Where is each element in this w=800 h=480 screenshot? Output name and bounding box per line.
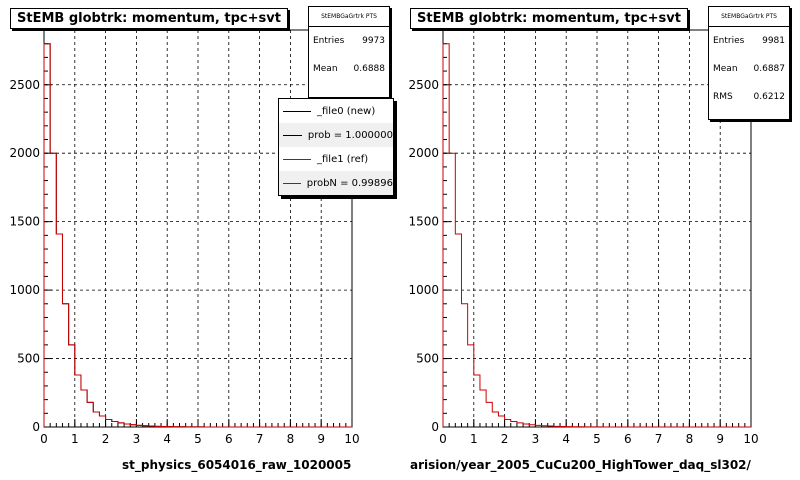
legend-label: probN = 0.99896 (306, 177, 393, 189)
right-entries-value: 9981 (762, 36, 785, 46)
right-chart-title: StEMB globtrk: momentum, tpc+svt (410, 8, 688, 29)
x-tick-label: 0 (40, 432, 48, 446)
x-tick-label: 9 (716, 432, 724, 446)
legend-label: _file1 (ref) (317, 153, 369, 165)
x-tick-label: 2 (102, 432, 110, 446)
left-entries-label: Entries (313, 36, 345, 46)
left-stats-box: StEMBGaGrtrk PTS Entries 9973 Mean 0.6888 (308, 6, 390, 98)
x-tick-label: 3 (532, 432, 540, 446)
x-tick-label: 8 (686, 432, 694, 446)
y-tick-label: 2000 (408, 146, 439, 160)
histogram-series (442, 43, 751, 428)
legend-item-prob: prob = 1.000000 (279, 123, 393, 147)
left-stats-header: StEMBGaGrtrk PTS (309, 7, 389, 27)
x-tick-label: 4 (562, 432, 570, 446)
left-mean-label: Mean (313, 64, 338, 74)
y-tick-label: 500 (416, 352, 439, 366)
legend-item-file1: _file1 (ref) (279, 147, 393, 171)
legend-label: prob = 1.000000 (307, 129, 393, 141)
left-chart-title: StEMB globtrk: momentum, tpc+svt (10, 8, 288, 29)
x-tick-label: 7 (655, 432, 663, 446)
y-tick-label: 1000 (408, 283, 439, 297)
x-tick-label: 2 (501, 432, 509, 446)
right-rms-value: 0.6212 (753, 92, 786, 102)
legend-swatch-black (283, 134, 302, 136)
y-tick-label: 1500 (408, 215, 439, 229)
right-stats-box: StEMBGaGrtrk PTS Entries 9981 Mean 0.6887 … (708, 6, 790, 120)
y-tick-label: 0 (431, 420, 439, 434)
right-mean-value: 0.6887 (753, 64, 786, 74)
x-tick-label: 0 (439, 432, 447, 446)
legend-swatch-red (283, 158, 311, 160)
x-tick-label: 5 (593, 432, 601, 446)
x-tick-label: 4 (163, 432, 171, 446)
y-tick-label: 0 (32, 420, 40, 434)
right-rms-label: RMS (713, 92, 733, 102)
x-tick-label: 5 (194, 432, 202, 446)
right-stats-header: StEMBGaGrtrk PTS (709, 7, 789, 27)
x-tick-label: 10 (743, 432, 758, 446)
x-tick-label: 9 (317, 432, 325, 446)
x-tick-label: 1 (71, 432, 79, 446)
legend-label: _file0 (new) (317, 105, 376, 117)
y-tick-label: 2500 (9, 78, 40, 92)
x-tick-label: 3 (133, 432, 141, 446)
legend-swatch-black (283, 110, 311, 112)
right-footer-label: arision/year_2005_CuCu200_HighTower_daq_… (410, 458, 751, 472)
histogram-series (43, 43, 352, 428)
y-tick-label: 500 (17, 352, 40, 366)
left-entries-value: 9973 (362, 36, 385, 46)
right-mean-label: Mean (713, 64, 738, 74)
y-tick-label: 2500 (408, 78, 439, 92)
y-tick-label: 1500 (9, 215, 40, 229)
left-mean-value: 0.6888 (353, 64, 386, 74)
x-tick-label: 1 (470, 432, 478, 446)
right-entries-label: Entries (713, 36, 745, 46)
x-tick-label: 6 (624, 432, 632, 446)
y-tick-label: 1000 (9, 283, 40, 297)
legend-item-probn: probN = 0.99896 (279, 171, 393, 195)
left-legend: _file0 (new) prob = 1.000000 _file1 (ref… (278, 98, 394, 196)
y-tick-label: 2000 (9, 146, 40, 160)
x-tick-label: 8 (287, 432, 295, 446)
x-tick-label: 6 (225, 432, 233, 446)
x-tick-label: 10 (344, 432, 359, 446)
legend-swatch-red (283, 182, 301, 184)
x-tick-label: 7 (256, 432, 264, 446)
left-footer-label: st_physics_6054016_raw_1020005 (122, 458, 352, 472)
legend-item-file0: _file0 (new) (279, 99, 393, 123)
